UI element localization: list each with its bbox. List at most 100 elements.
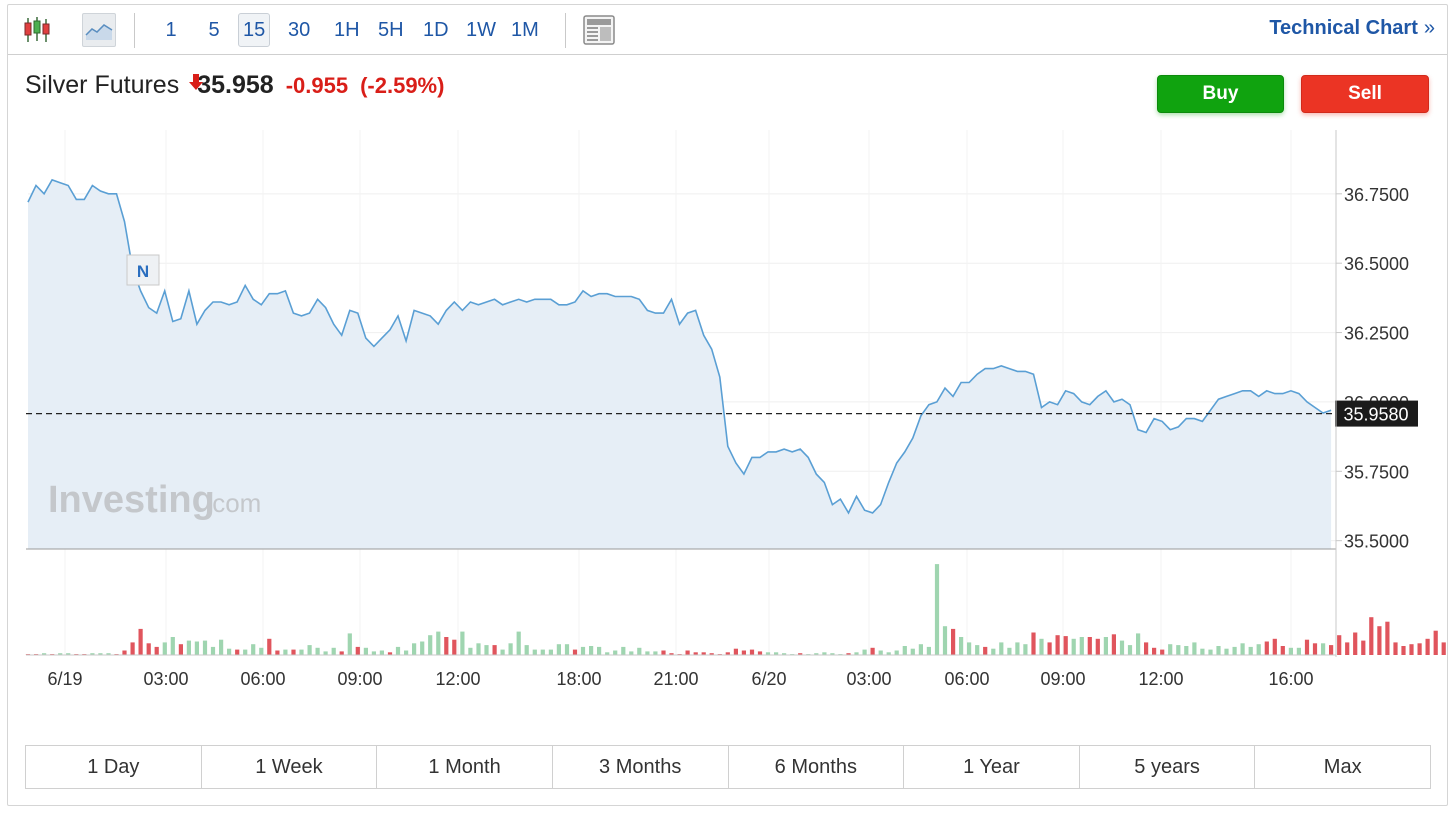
news-marker[interactable]: N [126, 254, 160, 286]
x-tick-label: 18:00 [556, 669, 601, 689]
range-3-months[interactable]: 3 Months [553, 746, 729, 788]
volume-bar [138, 628, 143, 655]
volume-bar [967, 642, 972, 655]
volume-bar [299, 649, 304, 655]
volume-bar [870, 647, 875, 655]
volume-bar [709, 653, 714, 655]
volume-bar [58, 653, 63, 655]
investing-watermark: Investing .com [48, 479, 261, 521]
volume-bar [508, 643, 513, 655]
range-1-day[interactable]: 1 Day [26, 746, 202, 788]
x-tick-label: 12:00 [435, 669, 480, 689]
volume-bar [918, 644, 923, 655]
volume-bar [564, 644, 570, 655]
volume-bar [669, 653, 674, 655]
last-price-badge-label: 35.9580 [1343, 405, 1408, 425]
volume-bar [532, 649, 537, 655]
toolbar-divider [134, 13, 135, 48]
interval-1h[interactable]: 1H [334, 18, 360, 41]
interval-30[interactable]: 30 [288, 18, 311, 41]
y-tick-label: 36.7500 [1344, 185, 1409, 205]
volume-bar [661, 650, 666, 655]
interval-1w[interactable]: 1W [466, 18, 496, 41]
volume-bar [589, 646, 594, 655]
buy-button[interactable]: Buy [1157, 75, 1284, 113]
volume-bar [1111, 634, 1116, 655]
volume-bar [951, 628, 956, 655]
volume-bar [653, 651, 658, 655]
volume-bar [580, 646, 586, 655]
interval-1m[interactable]: 1M [511, 18, 539, 41]
volume-bar [1433, 630, 1438, 655]
volume-bar [1047, 642, 1052, 655]
technical-chart-link[interactable]: Technical Chart» [1269, 17, 1435, 40]
x-tick-label: 6/20 [751, 669, 786, 689]
volume-bar [1039, 638, 1044, 655]
volume-bar [854, 652, 859, 655]
volume-bar [202, 640, 208, 655]
volume-bar [556, 644, 561, 655]
volume-bar [1272, 638, 1277, 655]
range-max[interactable]: Max [1323, 755, 1362, 778]
volume-bar [146, 643, 151, 655]
interval-5[interactable]: 5 [208, 18, 220, 41]
range-1-year[interactable]: 1 Year [904, 746, 1080, 788]
instrument-name: Silver Futures [25, 71, 180, 99]
toolbar-divider [565, 13, 566, 48]
volume-bar [1361, 640, 1366, 655]
volume-bar [315, 647, 320, 655]
x-tick-label: 21:00 [653, 669, 698, 689]
volume-bar [605, 652, 610, 655]
volume-bar [1321, 643, 1326, 655]
volume-bar [379, 650, 384, 655]
volume-bar [1425, 638, 1430, 655]
volume-bar [1345, 642, 1350, 655]
volume-bar [629, 651, 634, 655]
volume-bar [1015, 642, 1020, 655]
volume-bar [243, 649, 248, 655]
volume-bar [1353, 632, 1358, 655]
volume-bar [1208, 649, 1213, 655]
volume-bar [500, 649, 505, 655]
y-tick-label: 36.2500 [1344, 324, 1409, 344]
area-chart-icon[interactable] [82, 13, 116, 47]
interval-1d[interactable]: 1D [423, 18, 449, 41]
volume-bar [983, 646, 988, 655]
y-axis: 36.750036.500036.250036.000035.750035.50… [1336, 185, 1409, 552]
double-chevron-right-icon: » [1423, 17, 1435, 39]
interval-15[interactable]: 15 [238, 13, 271, 47]
volume-bar [210, 646, 216, 655]
range-5-years[interactable]: 5 years [1080, 746, 1256, 788]
volume-bar [404, 650, 409, 655]
volume-bar [621, 646, 626, 655]
volume-bar [186, 640, 191, 655]
volume-bar [1280, 646, 1285, 655]
volume-bar [1095, 638, 1100, 655]
news-layout-icon[interactable] [582, 13, 616, 47]
range-1-month[interactable]: 1 Month [377, 746, 553, 788]
price-chart[interactable]: Investing .com N 36.750036.500036.250036… [8, 5, 1447, 735]
volume-bar [862, 649, 867, 655]
volume-bar [1401, 646, 1406, 655]
volume-bar [725, 652, 730, 655]
volume-bar [90, 653, 95, 655]
range-1-week[interactable]: 1 Week [202, 746, 378, 788]
volume-bar [235, 649, 240, 655]
interval-1[interactable]: 1 [165, 18, 177, 41]
volume-bar [267, 638, 272, 655]
volume-bar [130, 642, 135, 655]
volume-bar [275, 650, 280, 655]
volume-bar [1055, 635, 1060, 655]
price-line [27, 178, 1332, 515]
volume-bar [741, 650, 746, 655]
range-6-months[interactable]: 6 Months [729, 746, 905, 788]
volume-bar [484, 645, 489, 655]
candlestick-icon[interactable] [20, 13, 54, 47]
sell-button[interactable]: Sell [1301, 75, 1429, 113]
volume-bar [1417, 643, 1422, 655]
volume-bar [1240, 643, 1245, 655]
volume-bar [1136, 633, 1141, 655]
volume-bar [1200, 648, 1205, 655]
interval-5h[interactable]: 5H [378, 18, 404, 41]
volume-bar [98, 653, 103, 655]
